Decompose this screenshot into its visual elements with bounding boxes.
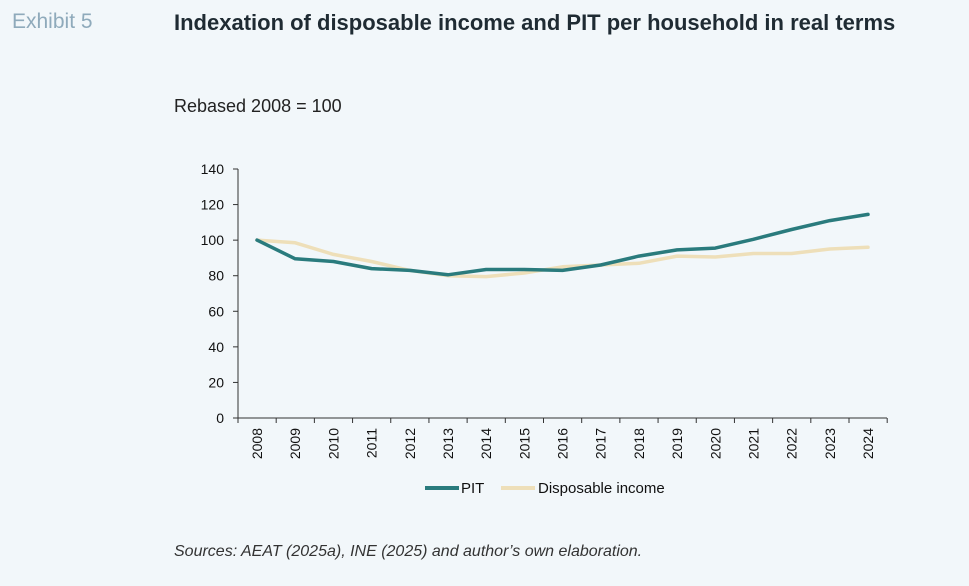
y-tick-label: 100 xyxy=(201,232,225,248)
x-tick-label: 2009 xyxy=(287,428,303,459)
y-tick-label: 0 xyxy=(216,410,224,426)
y-tick-label: 40 xyxy=(208,339,224,355)
x-tick-label: 2021 xyxy=(745,428,761,459)
x-tick-label: 2022 xyxy=(784,428,800,459)
x-tick-label: 2018 xyxy=(631,428,647,459)
x-tick-label: 2019 xyxy=(669,428,685,459)
x-tick-label: 2020 xyxy=(707,428,723,459)
y-tick-label: 20 xyxy=(208,374,224,390)
legend-label: PIT xyxy=(461,480,484,497)
x-tick-label: 2012 xyxy=(402,428,418,459)
y-tick-label: 60 xyxy=(208,303,224,319)
x-tick-label: 2011 xyxy=(364,428,380,458)
y-tick-label: 140 xyxy=(201,161,225,177)
x-tick-label: 2008 xyxy=(249,428,265,459)
x-tick-label: 2024 xyxy=(860,428,876,459)
x-tick-label: 2010 xyxy=(325,428,341,459)
series-line-pit xyxy=(255,212,870,277)
x-tick-label: 2014 xyxy=(478,428,494,459)
y-tick-label: 120 xyxy=(201,197,225,213)
x-tick-label: 2023 xyxy=(822,428,838,459)
legend-label: Disposable income xyxy=(538,480,665,497)
exhibit-label: Exhibit 5 xyxy=(12,10,93,33)
chart-title: Indexation of disposable income and PIT … xyxy=(174,10,896,35)
x-tick-label: 2013 xyxy=(440,428,456,459)
x-tick-label: 2017 xyxy=(593,428,609,459)
sources-note: Sources: AEAT (2025a), INE (2025) and au… xyxy=(174,543,643,560)
x-tick-label: 2015 xyxy=(516,428,532,459)
chart-subtitle: Rebased 2008 = 100 xyxy=(174,96,342,116)
series-line-disposable-income xyxy=(255,238,870,279)
y-tick-label: 80 xyxy=(208,268,224,284)
x-tick-label: 2016 xyxy=(555,428,571,459)
